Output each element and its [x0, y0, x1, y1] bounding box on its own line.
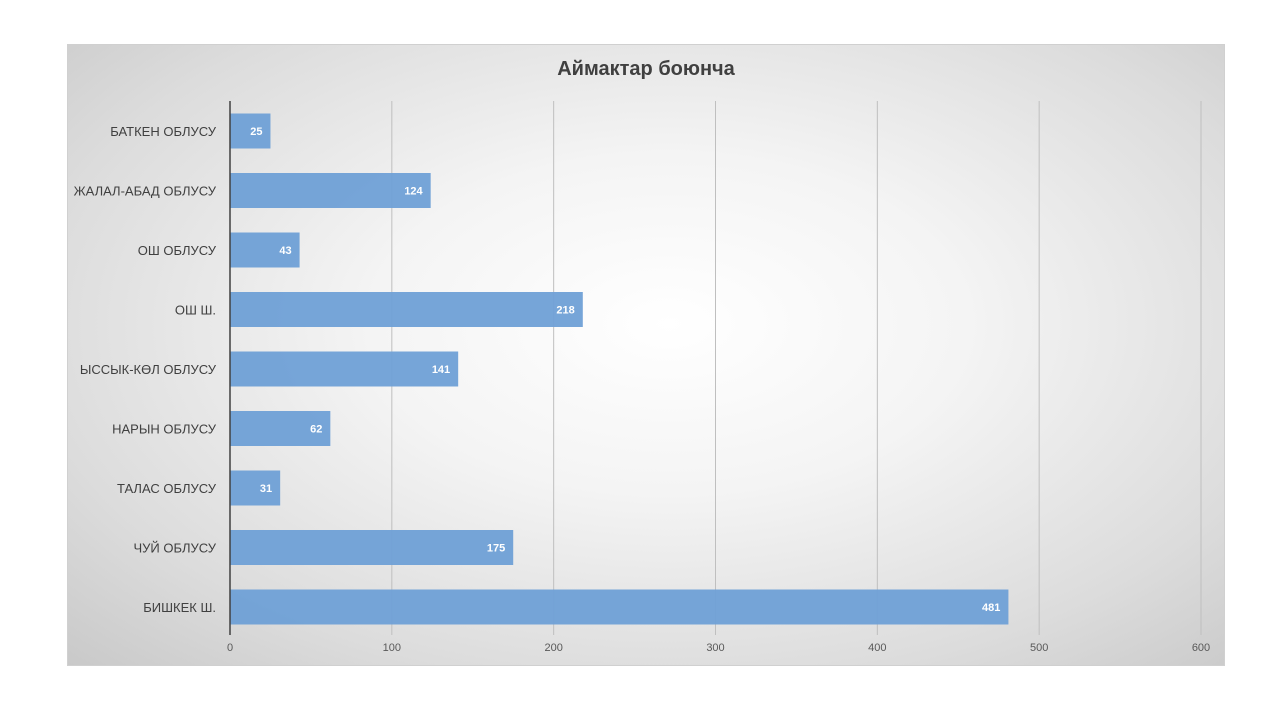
data-label: 481: [982, 602, 1000, 614]
category-label: НАРЫН ОБЛУСУ: [112, 422, 217, 437]
bar: [230, 232, 300, 268]
category-label: БАТКЕН ОБЛУСУ: [110, 124, 216, 139]
category-label: ТАЛАС ОБЛУСУ: [117, 481, 217, 496]
category-label: БИШКЕК Ш.: [143, 600, 216, 615]
data-label: 124: [404, 186, 423, 198]
bar: [230, 292, 583, 327]
chart-title: Аймактар боюнча: [557, 58, 735, 80]
bar: [230, 589, 1009, 625]
bar: [230, 173, 431, 208]
bar: [230, 351, 459, 387]
category-label: ЧУЙ ОБЛУСУ: [133, 541, 216, 556]
x-tick-label: 300: [706, 642, 724, 654]
data-label: 175: [487, 543, 505, 555]
chart-plot: 0 100 200 300 400 500 600 БАТКЕН ОБЛУСУ 25 ЖАЛАЛ-…: [74, 101, 1210, 654]
bar: [230, 470, 281, 506]
category-label: ОШ ОБЛУСУ: [138, 243, 217, 258]
data-label: 25: [250, 126, 262, 138]
category-label: ЫССЫК-КӨЛ ОБЛУСУ: [80, 362, 217, 377]
data-label: 43: [279, 245, 291, 257]
category-label: ЖАЛАЛ-АБАД ОБЛУСУ: [74, 184, 217, 199]
category-label: ОШ Ш.: [175, 303, 216, 318]
x-tick-label: 400: [868, 642, 886, 654]
x-tick-label: 200: [544, 642, 562, 654]
x-tick-label: 600: [1192, 642, 1210, 654]
x-tick-label: 500: [1030, 642, 1048, 654]
bar: [230, 411, 331, 446]
data-label: 141: [432, 364, 450, 376]
chart-frame: Аймактар боюнча 0 100 200 300 400 500 600 БАТКЕ…: [67, 44, 1225, 666]
data-label: 31: [260, 483, 272, 495]
bar: [230, 530, 514, 565]
x-tick-label: 0: [227, 642, 233, 654]
data-label: 218: [556, 305, 574, 317]
data-label: 62: [310, 424, 322, 436]
x-tick-label: 100: [383, 642, 401, 654]
bar: [230, 113, 271, 149]
